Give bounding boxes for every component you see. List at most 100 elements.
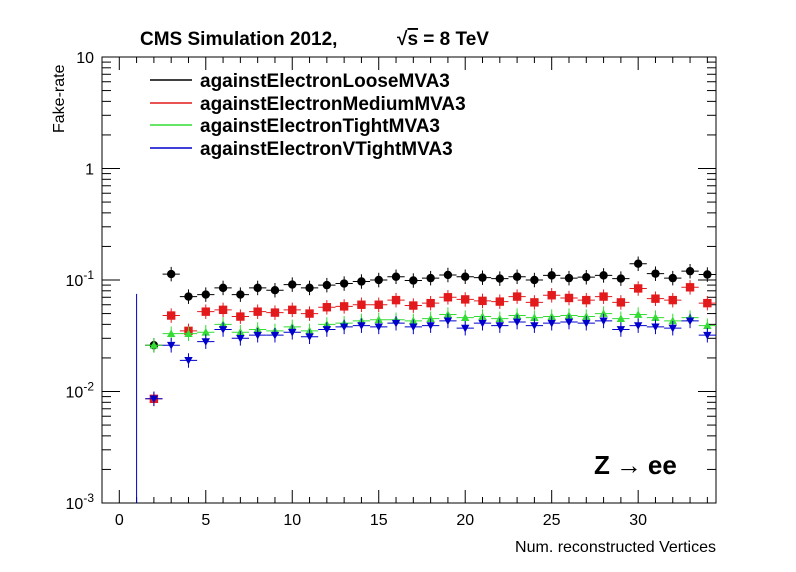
data-point (270, 331, 280, 340)
annotation-ee: ee (648, 450, 677, 480)
y-tick-label: 10 (76, 50, 94, 67)
data-point (201, 338, 210, 346)
data-point (270, 308, 280, 317)
data-point (305, 333, 314, 341)
data-point (651, 323, 660, 332)
data-point (599, 309, 608, 317)
data-point (685, 283, 695, 292)
data-point (391, 295, 401, 305)
y-tick-label: 10-3 (66, 491, 95, 513)
data-point (426, 273, 435, 283)
data-point (201, 328, 210, 336)
data-point (184, 357, 193, 365)
data-point (461, 324, 470, 333)
data-point (512, 272, 522, 281)
data-point (166, 329, 176, 338)
data-point (478, 319, 487, 328)
data-point (166, 269, 176, 279)
data-point (166, 311, 176, 320)
data-point (599, 317, 608, 326)
data-point (703, 321, 712, 329)
data-point (651, 269, 660, 278)
data-point (218, 283, 228, 293)
data-point (339, 279, 349, 288)
data-point (270, 286, 280, 295)
data-point (201, 307, 210, 316)
chart-title: CMS Simulation 2012, (140, 29, 337, 50)
data-point (288, 280, 297, 289)
data-point (530, 275, 539, 285)
process-annotation: Z → ee (594, 450, 677, 480)
x-tick-label: 5 (201, 512, 210, 529)
x-tick-label: 25 (543, 512, 561, 529)
data-point (530, 298, 539, 307)
data-point (633, 322, 643, 330)
annotation-z: Z (594, 450, 610, 480)
data-point (236, 312, 245, 321)
data-point (149, 341, 159, 349)
data-point (149, 395, 159, 404)
data-point (633, 259, 643, 268)
legend-entry-vtight: againstElectronVTightMVA3 (150, 139, 453, 160)
data-point (582, 272, 591, 282)
data-point (374, 315, 383, 324)
legend-label-medium: againstElectronMediumMVA3 (200, 94, 466, 115)
data-point (651, 313, 660, 321)
data-point (703, 298, 712, 308)
series-3 (145, 313, 716, 407)
data-point (461, 313, 470, 321)
y-axis-ticks: 10-3 10-2 10-1 1 10 (66, 50, 716, 513)
data-point (547, 291, 556, 300)
data-point (374, 323, 383, 332)
data-point (184, 292, 193, 301)
y-tick-label: 10-2 (66, 380, 95, 402)
data-point (184, 329, 193, 338)
data-point (478, 273, 487, 282)
legend: againstElectronLooseMVA3 againstElectron… (150, 71, 466, 160)
data-point (426, 298, 435, 308)
data-point (547, 271, 556, 280)
energy-label: √s = 8 TeV (397, 29, 489, 50)
data-point (322, 280, 332, 290)
data-point (668, 273, 677, 283)
data-point (668, 324, 677, 333)
energy-rest: = 8 TeV (418, 29, 489, 50)
x-tick-label: 15 (370, 512, 388, 529)
data-point (651, 294, 660, 303)
y-axis-title: Fake-rate (51, 64, 68, 133)
data-point (409, 323, 418, 332)
data-point (668, 316, 677, 325)
energy-s: s (407, 29, 418, 50)
data-point (564, 318, 574, 327)
data-point (236, 334, 245, 343)
data-point (218, 305, 228, 315)
y-tick-label: 1 (85, 162, 94, 179)
legend-label-vtight: againstElectronVTightMVA3 (200, 139, 453, 160)
x-tick-label: 10 (283, 512, 301, 529)
data-point (495, 322, 505, 330)
data-point (495, 297, 505, 306)
data-point (443, 293, 453, 302)
data-point (443, 270, 453, 280)
data-point (633, 310, 643, 318)
data-point (322, 326, 332, 334)
data-point (512, 318, 522, 327)
data-point (582, 295, 591, 305)
data-point (426, 314, 435, 323)
data-point (530, 313, 539, 321)
data-point (547, 319, 556, 328)
data-point (616, 326, 626, 334)
data-point (357, 322, 366, 330)
annotation-arrow: → (616, 450, 642, 480)
data-point (409, 301, 418, 310)
data-point (322, 303, 332, 312)
data-point (426, 322, 435, 330)
data-point (305, 309, 314, 318)
data-point (253, 283, 262, 293)
data-point (685, 266, 695, 276)
data-point (616, 274, 626, 283)
energy-sqrt: √ (397, 29, 408, 50)
data-point (201, 290, 210, 299)
data-point (703, 270, 712, 279)
